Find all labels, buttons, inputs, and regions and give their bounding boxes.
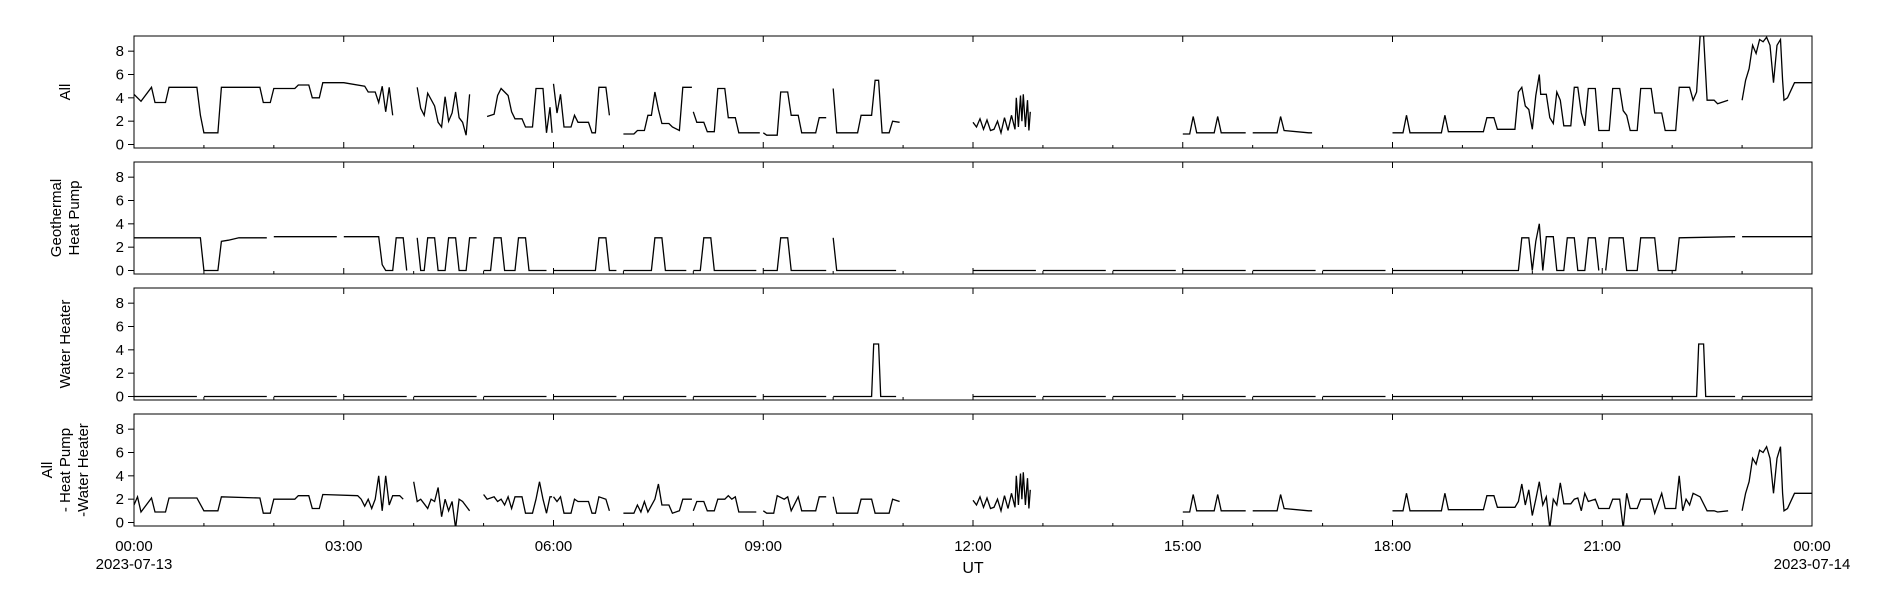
panel-1: 0 2 4 6 8 All [57, 35, 1813, 154]
series-line-segment [413, 481, 471, 526]
series-line-segment [416, 87, 471, 136]
panel-4: 0 2 4 6 8 All - Heat Pump -Water Heater [39, 413, 1813, 532]
series-line-segment [762, 91, 827, 136]
y-tick-label: 0 [116, 515, 124, 532]
x-tick-label: 18:00 [1374, 538, 1412, 555]
series-line-segment [553, 237, 617, 272]
y-tick-label: 2 [116, 491, 124, 508]
y-tick-label: 4 [116, 342, 124, 359]
series-line-segment [483, 481, 553, 514]
series-line-segment [762, 494, 827, 514]
series-line-segment [134, 475, 404, 514]
series-line-segment [134, 82, 394, 134]
panel-ylabel: Water Heater [57, 300, 74, 389]
panel-series-group [134, 343, 1812, 398]
y-tick-label: 8 [116, 169, 124, 186]
x-tick-label: 00:00 [115, 538, 153, 555]
y-tick-label: 6 [116, 193, 124, 210]
series-line-segment [1392, 475, 1729, 526]
y-tick-label: 4 [116, 216, 124, 233]
panel-frame [133, 161, 1813, 275]
series-line-segment [692, 494, 757, 513]
series-line-segment [134, 237, 267, 272]
series-line-segment [552, 83, 611, 134]
panel-2: 0 2 4 6 8 Geothermal Heat Pump [48, 161, 1813, 280]
panel-frame [133, 413, 1813, 527]
series-line-segment [1252, 494, 1313, 512]
series-line-segment [623, 237, 687, 272]
series-line-segment [1741, 445, 1812, 512]
series-line-segment [552, 495, 611, 514]
panel-series-group [134, 445, 1812, 526]
panel-frame [133, 35, 1813, 149]
x-tick-label: 00:00 [1793, 538, 1831, 555]
series-line-segment [763, 237, 827, 272]
series-line-segment [1182, 116, 1246, 135]
series-line-segment [693, 237, 757, 272]
y-tick-label: 0 [116, 137, 124, 154]
series-line-segment [832, 496, 900, 514]
panel-ylabel: Heat Pump [66, 180, 83, 255]
y-tick-label: 2 [116, 365, 124, 382]
series-line-segment [833, 343, 897, 398]
series-line-segment [1252, 116, 1313, 134]
y-tick-label: 2 [116, 113, 124, 130]
series-line-segment [623, 483, 692, 515]
panel-ylabel: All [39, 462, 56, 479]
x-tick-label: 09:00 [744, 538, 782, 555]
series-line-segment [1605, 236, 1736, 272]
panel-ylabel: - Heat Pump [57, 428, 74, 512]
series-line-segment [692, 87, 760, 134]
panel-series-group [134, 36, 1812, 136]
x-tick-label: 06:00 [535, 538, 573, 555]
x-tick-label: 21:00 [1583, 538, 1621, 555]
series-line-segment [1182, 494, 1246, 513]
series-line-segment [832, 237, 897, 272]
x-tick-label: 12:00 [954, 538, 992, 555]
y-tick-label: 8 [116, 43, 124, 60]
x-axis-title: UT [962, 560, 984, 577]
series-line-segment [343, 236, 408, 272]
series-line-segment [972, 472, 1031, 514]
y-tick-label: 2 [116, 239, 124, 256]
panel-frame [133, 287, 1813, 401]
y-tick-label: 4 [116, 90, 124, 107]
y-tick-label: 8 [116, 421, 124, 438]
series-line-segment [972, 94, 1031, 136]
y-tick-label: 4 [116, 468, 124, 485]
panel-series-group [134, 223, 1812, 272]
panel-ylabel: -Water Heater [75, 423, 92, 517]
series-line-segment [486, 87, 553, 133]
series-line-segment [1392, 36, 1729, 134]
y-tick-label: 0 [116, 389, 124, 406]
y-tick-label: 6 [116, 319, 124, 336]
y-tick-label: 6 [116, 67, 124, 84]
x-tick-label: 03:00 [325, 538, 363, 555]
series-line-segment [1741, 36, 1812, 102]
panel-ylabel: Geothermal [48, 179, 65, 257]
panel-ylabel: All [57, 84, 74, 101]
series-line-segment [416, 237, 477, 272]
x-tick-label: 15:00 [1164, 538, 1202, 555]
series-line-segment [1392, 223, 1600, 272]
y-tick-label: 6 [116, 445, 124, 462]
series-line-segment [1392, 343, 1736, 398]
series-line-segment [483, 237, 547, 272]
panel-3: 0 2 4 6 8 Water Heater [57, 287, 1813, 406]
y-tick-label: 0 [116, 263, 124, 280]
series-line-segment [623, 86, 692, 135]
x-date-label: 2023-07-14 [1774, 556, 1851, 573]
y-tick-label: 8 [116, 295, 124, 312]
series-line-segment [832, 79, 900, 134]
x-date-label: 2023-07-13 [96, 556, 173, 573]
